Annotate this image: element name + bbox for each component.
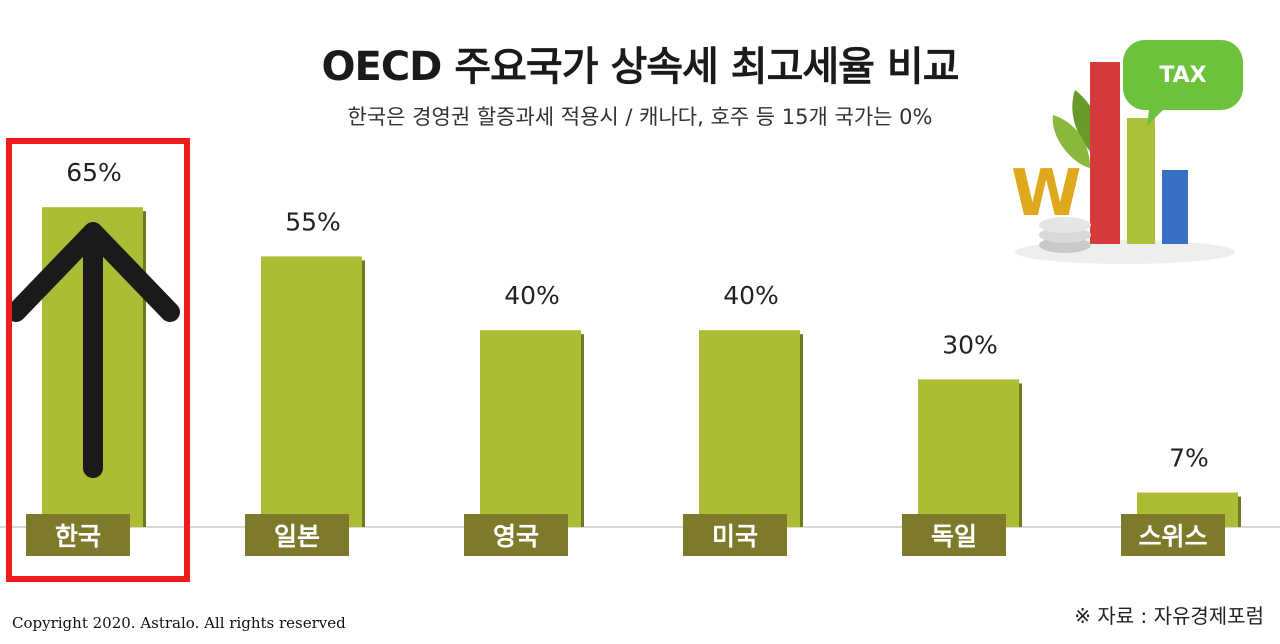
bar-2 (480, 330, 581, 527)
category-label: 일본 (274, 522, 320, 551)
category-label: 스위스 (1138, 522, 1207, 551)
red-column (1090, 62, 1120, 244)
speech-bubble-icon (1123, 40, 1243, 126)
bar-value-label: 7% (1169, 444, 1209, 473)
labels-layer: 한국 일본 영국 미국 독일 스위스 (26, 514, 1225, 556)
copyright-text: Copyright 2020. Astralo. All rights rese… (12, 614, 346, 632)
category-label-bg (26, 514, 130, 556)
category-label-bg (683, 514, 787, 556)
coin-icon (1039, 217, 1091, 233)
up-arrow-icon (6, 222, 180, 478)
bar-value-label: 40% (504, 281, 560, 310)
highlight-box (6, 138, 190, 582)
source-note: ※ 자료 : 자유경제포럼 (1074, 604, 1264, 628)
bar-3 (699, 330, 800, 527)
category-label-bg (1121, 514, 1225, 556)
bar-value-label: 40% (723, 281, 779, 310)
category-label: 독일 (931, 522, 977, 551)
tax-bubble-label: TAX (1159, 63, 1206, 88)
leaf-icon (1052, 115, 1090, 168)
tax-growth-illustration: W TAX (1011, 40, 1243, 264)
chart-subtitle: 한국은 경영권 할증과세 적용시 / 캐나다, 호주 등 15개 국가는 0% (347, 105, 933, 129)
blue-column (1162, 170, 1188, 244)
bar-value-label: 55% (285, 207, 341, 236)
bar-value-label: 65% (66, 158, 122, 187)
category-label-bg (464, 514, 568, 556)
bar-value-label: 30% (942, 330, 998, 359)
category-label-bg (902, 514, 1006, 556)
category-label-bg (245, 514, 349, 556)
bar-1 (261, 256, 362, 527)
bar-4 (918, 379, 1019, 527)
chart-title: OECD 주요국가 상속세 최고세율 비교 (321, 44, 960, 90)
category-label: 영국 (493, 522, 539, 551)
category-label: 미국 (712, 522, 758, 551)
category-label: 한국 (55, 522, 101, 551)
green-column (1127, 118, 1155, 244)
won-symbol-icon: W (1011, 157, 1082, 231)
bars-layer: 65% 55% 40% 40% 30% 7% (42, 158, 1241, 527)
